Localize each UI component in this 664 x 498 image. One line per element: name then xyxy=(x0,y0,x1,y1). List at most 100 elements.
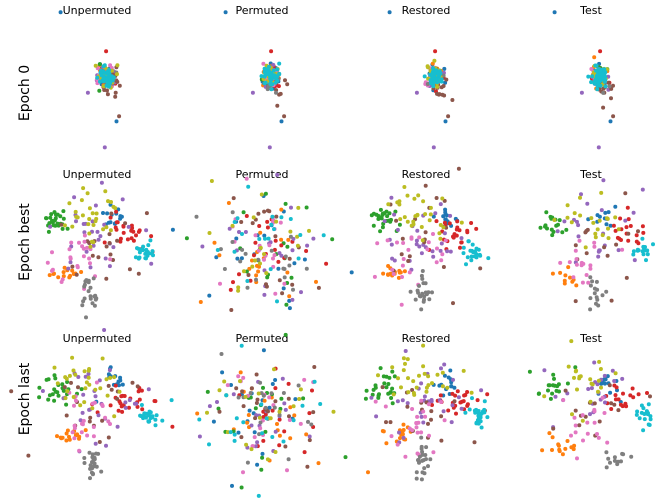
scatter-point xyxy=(441,409,446,414)
scatter-point xyxy=(455,219,460,224)
scatter-point xyxy=(117,83,122,88)
scatter-point xyxy=(118,239,123,244)
scatter-point xyxy=(118,214,123,219)
scatter-point xyxy=(457,228,462,233)
scatter-point xyxy=(108,220,113,225)
scatter-point xyxy=(304,266,309,271)
scatter-point xyxy=(279,207,284,212)
scatter-point xyxy=(243,394,248,399)
scatter-point xyxy=(46,397,51,402)
scatter-point xyxy=(266,64,271,69)
scatter-point xyxy=(579,90,584,95)
scatter-point xyxy=(589,80,594,85)
scatter-point xyxy=(229,308,234,312)
scatter-point xyxy=(641,244,646,249)
scatter-point xyxy=(558,260,563,265)
scatter-point xyxy=(437,92,442,97)
scatter-point xyxy=(82,461,87,465)
scatter-point xyxy=(81,392,86,397)
scatter-point xyxy=(88,415,93,420)
scatter-point xyxy=(400,275,404,279)
scatter-point xyxy=(579,192,583,197)
scatter-point xyxy=(397,430,401,435)
scatter-point xyxy=(263,429,268,434)
scatter-point xyxy=(465,255,470,260)
scatter-point xyxy=(254,372,259,377)
scatter-point xyxy=(261,348,266,353)
scatter-point xyxy=(387,211,392,216)
scatter-point xyxy=(408,289,413,294)
scatter-point xyxy=(550,448,554,452)
scatter-point xyxy=(640,224,645,229)
scatter-point xyxy=(102,240,107,245)
scatter-point xyxy=(86,372,91,376)
scatter-point xyxy=(53,223,58,228)
scatter-point xyxy=(640,187,645,192)
scatter-point xyxy=(631,395,636,400)
scatter-point xyxy=(279,119,284,124)
scatter-point xyxy=(106,199,110,204)
scatter-point xyxy=(277,61,282,66)
scatter-point xyxy=(589,216,594,221)
scatter-point xyxy=(267,405,272,410)
scatter-point xyxy=(409,223,414,228)
scatter-point xyxy=(385,214,390,219)
scatter-point xyxy=(419,444,424,449)
scatter-point xyxy=(261,409,266,414)
scatter-point xyxy=(580,280,585,285)
scatter-point xyxy=(153,423,158,428)
scatter-point xyxy=(390,401,395,406)
scatter-point xyxy=(146,419,151,424)
scatter-point xyxy=(581,438,585,443)
scatter-point xyxy=(290,297,295,302)
scatter-point xyxy=(292,261,297,266)
scatter-point xyxy=(93,394,98,399)
scatter-point xyxy=(423,453,428,457)
scatter-point xyxy=(551,426,556,431)
scatter-point xyxy=(26,453,31,458)
scatter-point xyxy=(276,266,281,271)
scatter-point xyxy=(402,269,407,274)
scatter-point xyxy=(141,416,146,421)
scatter-point xyxy=(603,377,608,382)
scatter-point xyxy=(576,234,581,239)
scatter-point xyxy=(419,398,424,403)
scatter-point xyxy=(98,79,102,84)
scatter-point xyxy=(93,219,98,224)
scatter-point xyxy=(114,209,119,214)
scatter-point xyxy=(588,296,593,301)
scatter-point xyxy=(88,466,93,471)
scatter-point xyxy=(405,404,410,409)
scatter-point xyxy=(389,396,394,400)
scatter-point xyxy=(601,178,606,183)
scatter-point xyxy=(139,403,144,407)
scatter-point xyxy=(115,238,120,243)
scatter-point xyxy=(598,83,603,88)
scatter-point xyxy=(304,432,309,437)
scatter-point xyxy=(265,208,270,213)
scatter-point xyxy=(395,399,400,404)
scatter-point xyxy=(588,283,593,288)
scatter-point xyxy=(234,386,239,391)
scatter-point xyxy=(261,393,266,398)
scatter-point xyxy=(241,375,246,380)
scatter-point xyxy=(85,245,89,250)
scatter-point xyxy=(442,362,447,367)
scatter-point xyxy=(306,419,310,424)
scatter-point xyxy=(391,392,396,397)
scatter-point xyxy=(648,394,652,399)
scatter-point xyxy=(465,402,470,407)
scatter-point xyxy=(584,251,589,256)
scatter-point xyxy=(259,467,264,472)
scatter-point xyxy=(80,213,85,218)
scatter-point xyxy=(586,280,591,285)
scatter-point xyxy=(420,238,425,243)
scatter-point xyxy=(451,301,455,306)
scatter-point xyxy=(434,260,439,265)
scatter-point xyxy=(257,224,262,228)
scatter-point xyxy=(435,84,440,89)
scatter-point xyxy=(282,281,287,286)
scatter-point xyxy=(99,469,104,474)
scatter-point xyxy=(76,375,81,379)
